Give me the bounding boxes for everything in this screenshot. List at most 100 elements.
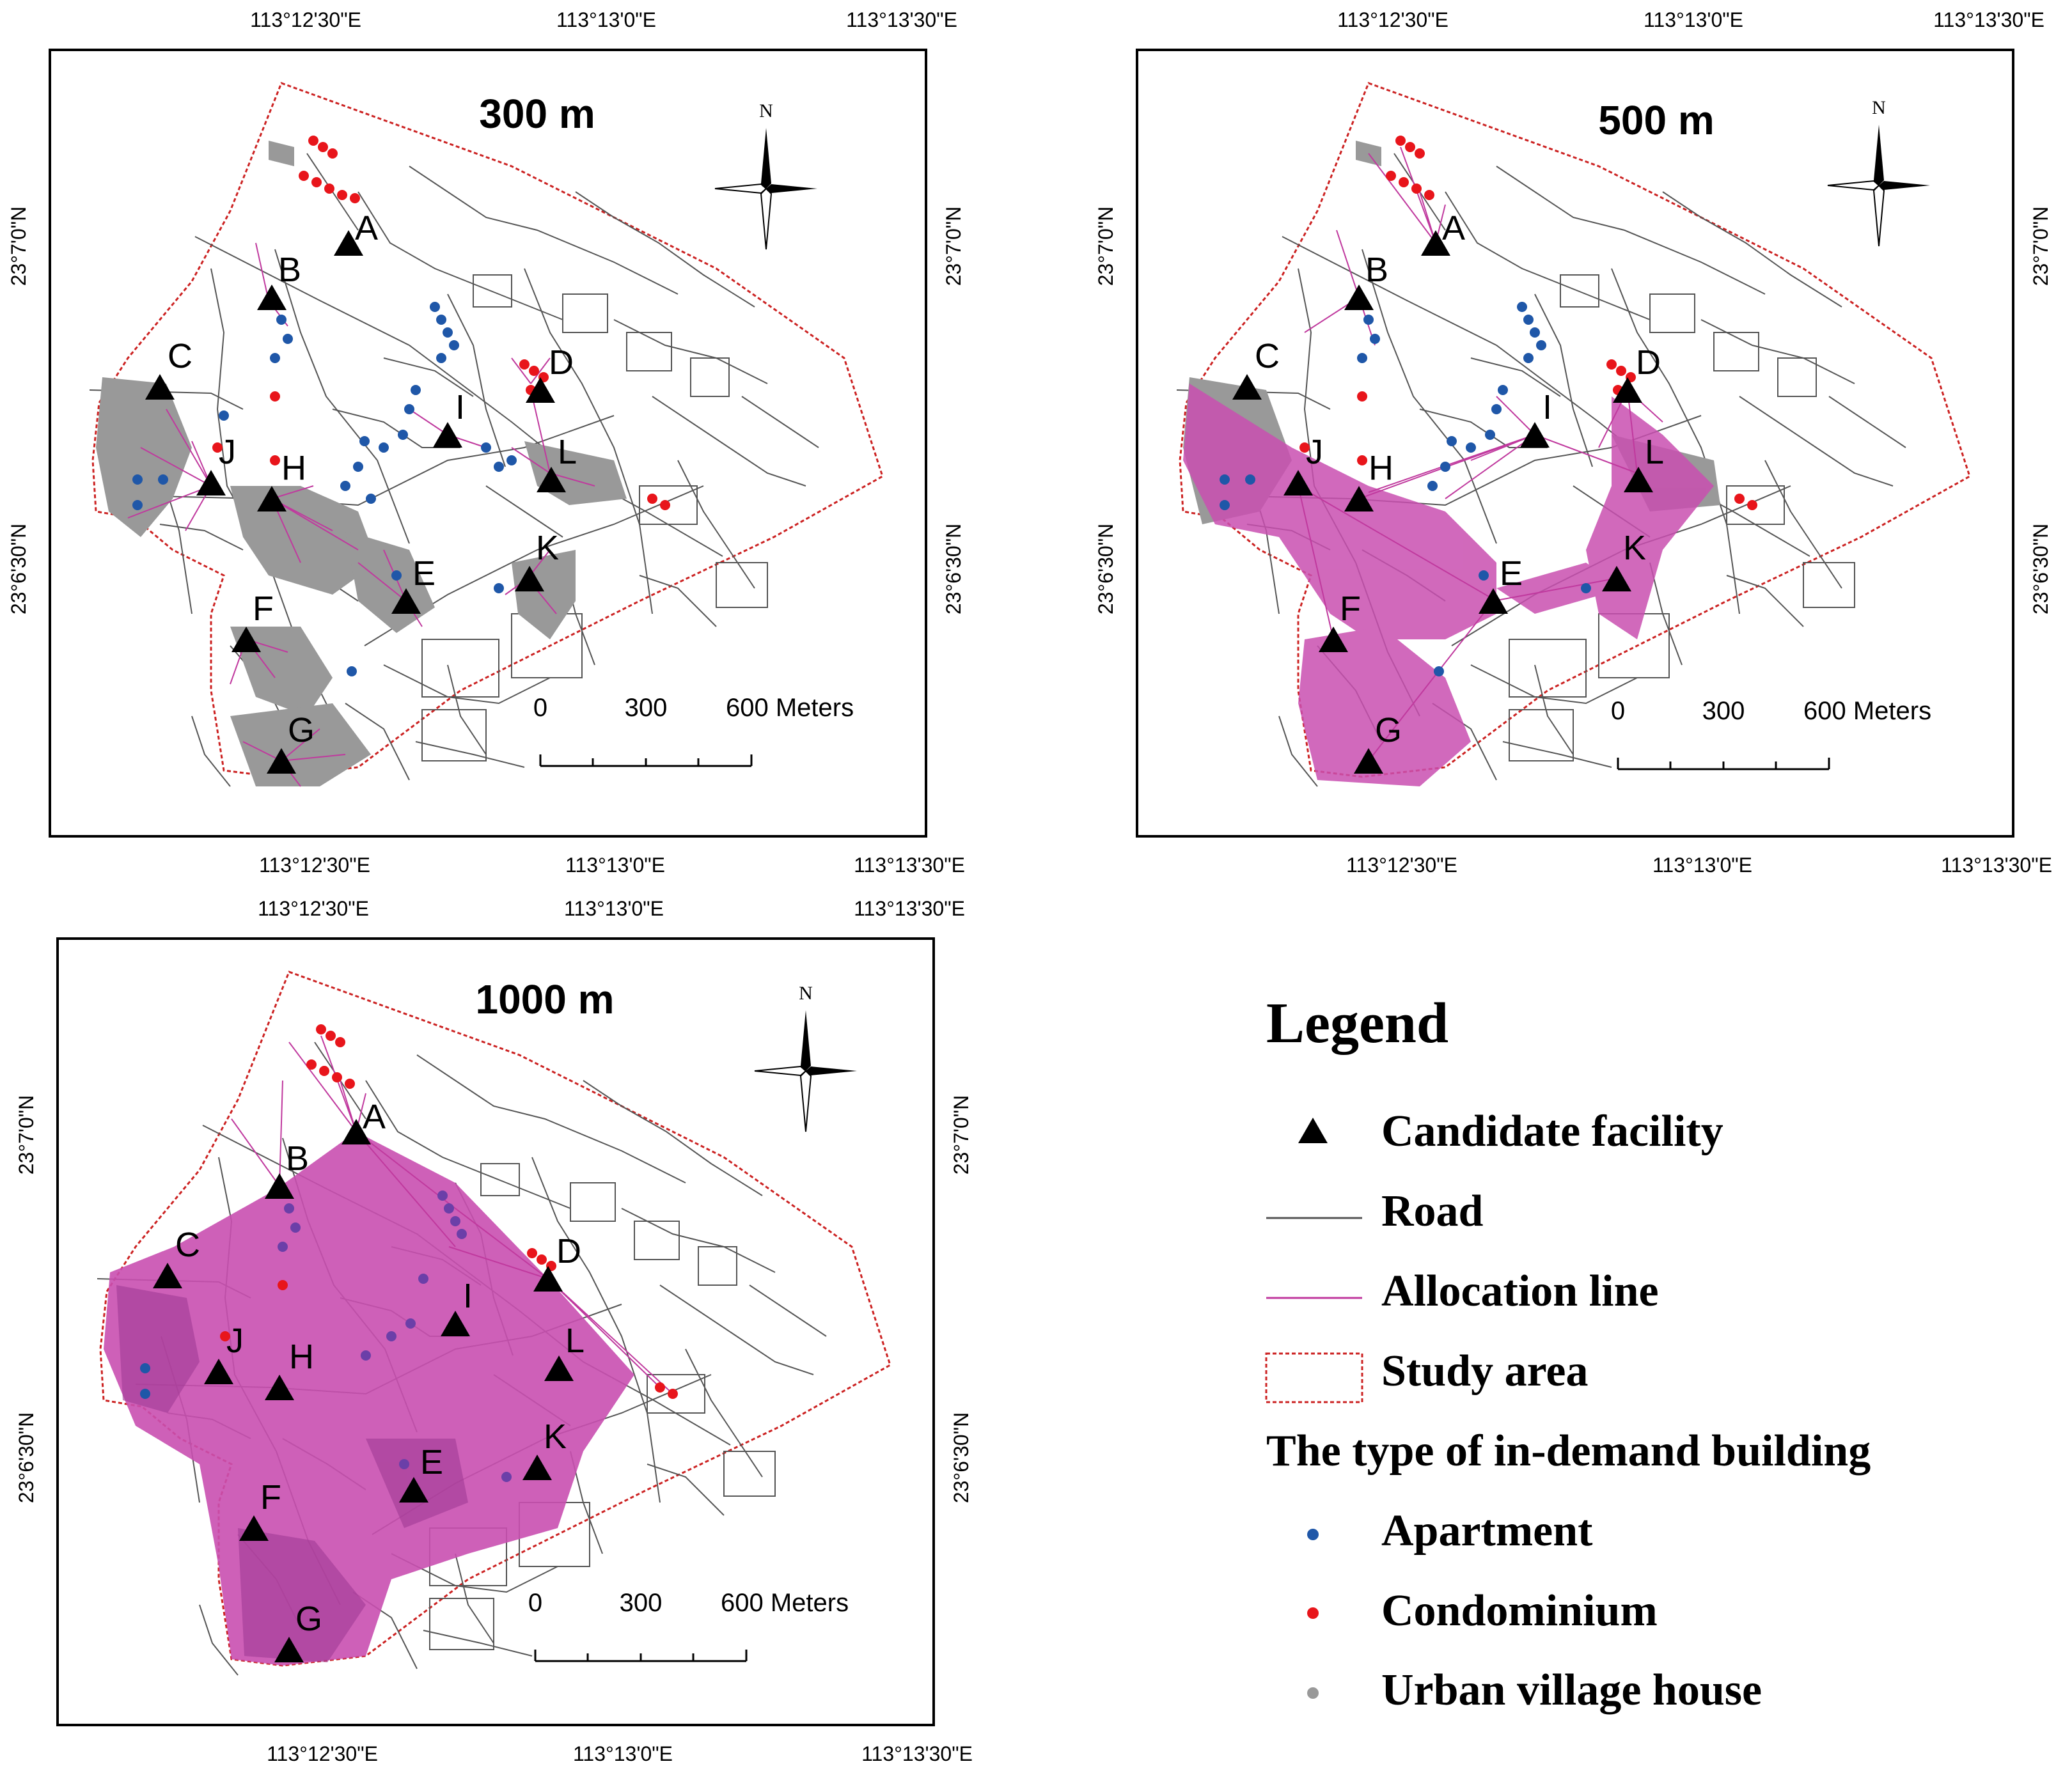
facility-h [265, 1375, 294, 1400]
study-area-symbol [1265, 1352, 1363, 1403]
facility-e [1479, 588, 1508, 614]
facility-label-a: A [1442, 209, 1465, 247]
facility-k [515, 566, 544, 591]
scale-label-0: 0 [528, 1589, 542, 1617]
legend-item-condominium: Condominium [1381, 1586, 1658, 1636]
facility-label-i: I [1542, 388, 1552, 426]
legend-item-allocation-line: Allocation line [1381, 1267, 1659, 1316]
candidate-facilities [1232, 230, 1653, 774]
panel-title: 500 m [1598, 97, 1714, 143]
bottom-tick-2: 113°13'0"E [1652, 854, 1752, 877]
left-tick-2: 23°6'30"N [1094, 524, 1117, 614]
facility-label-g: G [288, 711, 315, 749]
facility-l [537, 467, 566, 492]
top-tick-2: 113°13'0"E [556, 8, 656, 31]
top-tick-3: 113°13'30"E [1933, 8, 2045, 31]
scale-bar: 0 300 600 Meters [533, 694, 854, 767]
bottom-tick-3: 113°13'30"E [861, 1742, 973, 1765]
facility-label-k: K [536, 529, 559, 567]
allocation-lines [127, 242, 595, 787]
facility-a [1421, 230, 1450, 256]
bottom-tick-1: 113°12'30"E [1346, 854, 1457, 877]
facility-e [391, 588, 421, 614]
map-panel-300m: 113°12'30"E 113°13'0"E 113°13'30"E 113°1… [7, 8, 965, 877]
right-tick-1: 23°7'0"N [2029, 207, 2052, 286]
facility-label-b: B [278, 251, 301, 289]
facility-label-e: E [1500, 554, 1523, 593]
facility-g [274, 1637, 304, 1662]
facility-labels: A B C D E F G H I J K L [168, 209, 577, 749]
facility-d [533, 1266, 563, 1292]
top-tick-2: 113°13'0"E [564, 897, 664, 920]
scale-label-600: 600 Meters [1803, 697, 1931, 725]
facility-label-j: J [1306, 433, 1323, 471]
panel-title: 1000 m [475, 976, 614, 1022]
top-tick-1: 113°12'30"E [250, 8, 361, 31]
scale-label-600: 600 Meters [721, 1589, 849, 1617]
map-content: A B C D E F G H I J K L [1176, 82, 1971, 787]
facility-label-c: C [1255, 337, 1280, 375]
left-tick-2: 23°6'30"N [7, 524, 30, 614]
facility-a [334, 230, 363, 256]
left-tick-2: 23°6'30"N [15, 1412, 38, 1503]
legend-item-road: Road [1381, 1187, 1484, 1236]
facility-k [1602, 566, 1631, 591]
facility-label-g: G [295, 1600, 322, 1638]
facility-b [1344, 285, 1374, 310]
right-tick-2: 23°6'30"N [950, 1412, 973, 1503]
apartment-markers [1220, 302, 1591, 676]
candidate-facilities [145, 230, 566, 774]
bottom-tick-3: 113°13'30"E [854, 854, 965, 877]
north-label: N [799, 983, 813, 1004]
facility-g [267, 748, 296, 774]
facility-label-d: D [1636, 343, 1661, 382]
facility-a [341, 1119, 371, 1144]
facility-h [257, 486, 286, 511]
top-tick-1: 113°12'30"E [1337, 8, 1448, 31]
facility-label-l: L [558, 433, 577, 471]
facility-label-f: F [1340, 589, 1361, 628]
facility-label-h: H [1369, 449, 1393, 487]
facility-d [526, 377, 555, 403]
facility-label-d: D [556, 1232, 581, 1270]
facility-label-g: G [1375, 711, 1402, 749]
scale-label-300: 300 [625, 694, 668, 722]
right-tick-2: 23°6'30"N [942, 524, 965, 614]
facility-c [145, 374, 175, 400]
facility-l [544, 1355, 574, 1381]
map-panel-500m: 113°12'30"E 113°13'0"E 113°13'30"E 113°1… [1094, 8, 2052, 877]
legend: Legend Candidate facility Road Allocatio… [1265, 992, 1871, 1715]
facility-j [1283, 470, 1313, 496]
top-tick-3: 113°13'30"E [854, 897, 965, 920]
facility-b [257, 285, 286, 310]
legend-title: Legend [1266, 992, 1448, 1055]
facility-label-l: L [565, 1322, 585, 1360]
scale-bar: 0 300 600 Meters [528, 1589, 849, 1662]
facility-label-b: B [1365, 251, 1388, 289]
facility-e [399, 1477, 428, 1503]
condominium-symbol [1307, 1607, 1319, 1619]
facility-label-i: I [463, 1277, 473, 1315]
facility-labels: A B C D E F G H I J K L [1255, 209, 1664, 749]
north-arrow: N [754, 983, 857, 1132]
facility-label-h: H [281, 449, 306, 487]
right-tick-2: 23°6'30"N [2029, 524, 2052, 614]
north-label: N [759, 100, 773, 121]
scale-label-300: 300 [620, 1589, 663, 1617]
facility-label-l: L [1645, 433, 1664, 471]
facility-i [441, 1311, 470, 1336]
north-arrow: N [714, 100, 817, 250]
north-arrow: N [1827, 97, 1930, 247]
facility-c [1232, 374, 1262, 400]
scale-label-600: 600 Meters [726, 694, 854, 722]
map-content: A B C D E F G H I J K L [97, 971, 891, 1676]
apartment-markers [132, 302, 517, 676]
facility-label-f: F [260, 1478, 281, 1517]
bottom-tick-1: 113°12'30"E [259, 854, 370, 877]
facility-d [1613, 377, 1642, 403]
left-tick-1: 23°7'0"N [15, 1095, 38, 1175]
condominium-markers [212, 136, 670, 510]
facility-f [1319, 627, 1348, 652]
facility-i [433, 422, 462, 448]
